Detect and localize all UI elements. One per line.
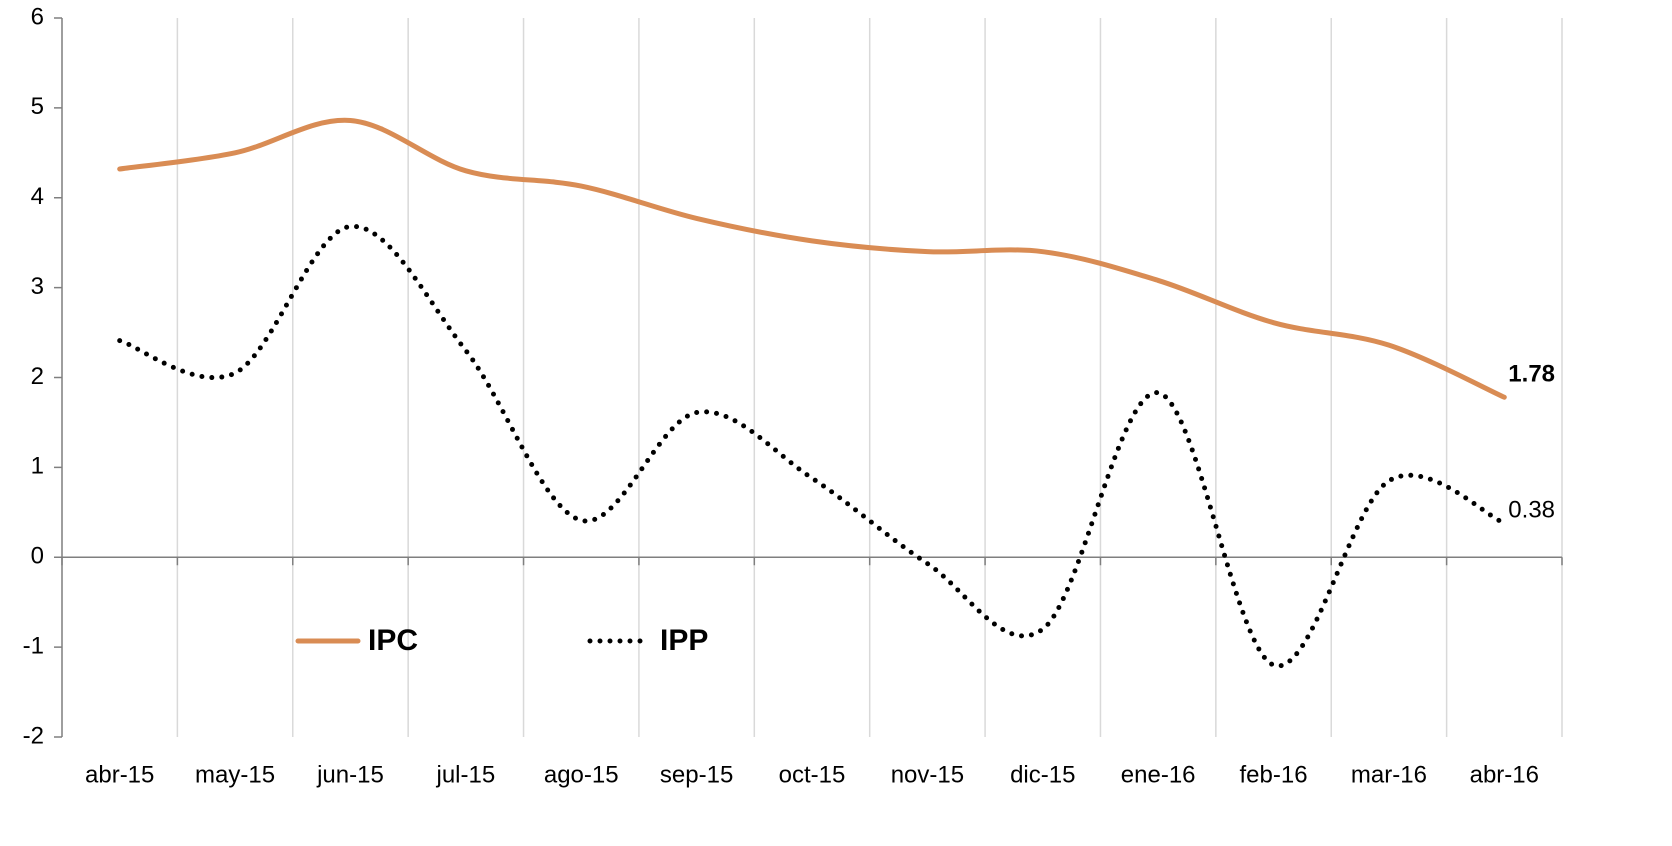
y-tick-label: 1 xyxy=(31,453,44,480)
x-tick-label: dic-15 xyxy=(1010,761,1075,788)
x-tick-label: jun-15 xyxy=(316,761,384,788)
legend-label: IPC xyxy=(368,624,418,657)
y-tick-label: 6 xyxy=(31,3,44,30)
x-tick-label: abr-16 xyxy=(1470,761,1539,788)
x-tick-label: oct-15 xyxy=(779,761,846,788)
y-tick-label: 4 xyxy=(31,183,44,210)
line-series xyxy=(117,117,1507,400)
y-tick-label: 2 xyxy=(31,363,44,390)
x-tick-label: nov-15 xyxy=(891,761,964,788)
y-tick-label: -2 xyxy=(23,722,44,749)
x-tick-label: jul-15 xyxy=(435,761,495,788)
data-label: 1.78 xyxy=(1508,361,1555,388)
x-tick-label: sep-15 xyxy=(660,761,733,788)
data-label: 0.38 xyxy=(1508,496,1555,523)
x-tick-label: ago-15 xyxy=(544,761,619,788)
x-tick-label: ene-16 xyxy=(1121,761,1196,788)
y-tick-label: 3 xyxy=(31,273,44,300)
legend-label: IPP xyxy=(660,624,708,657)
y-tick-label: 0 xyxy=(31,543,44,570)
line-series xyxy=(117,224,1507,669)
y-tick-label: -1 xyxy=(23,632,44,659)
x-tick-label: may-15 xyxy=(195,761,275,788)
x-tick-label: abr-15 xyxy=(85,761,154,788)
x-tick-label: mar-16 xyxy=(1351,761,1427,788)
x-tick-label: feb-16 xyxy=(1240,761,1308,788)
y-tick-label: 5 xyxy=(31,93,44,120)
